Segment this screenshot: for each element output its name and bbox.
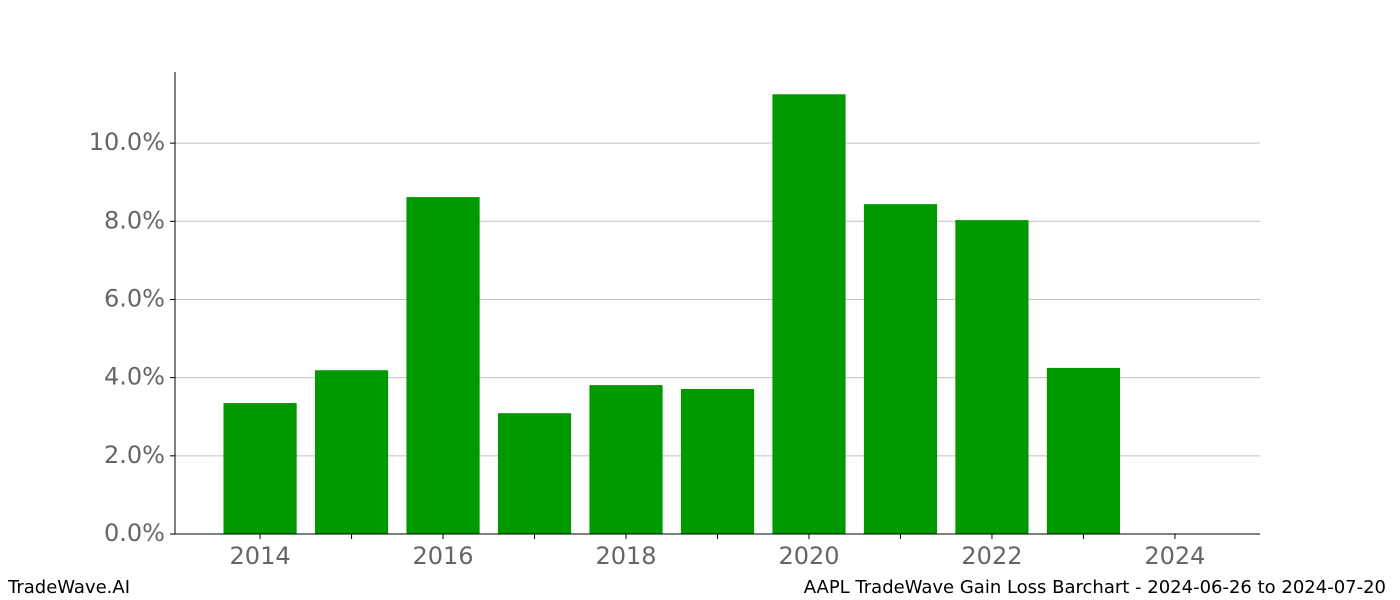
y-tick-label: 10.0% — [89, 128, 165, 156]
x-tick-label: 2024 — [1144, 542, 1205, 570]
x-tick-label: 2022 — [961, 542, 1022, 570]
y-tick-label: 2.0% — [104, 441, 165, 469]
bar — [1046, 367, 1121, 534]
bar — [497, 413, 572, 534]
y-tick-label: 6.0% — [104, 284, 165, 312]
bar — [406, 197, 480, 534]
bar — [680, 388, 755, 534]
x-tick-label: 2018 — [595, 542, 656, 570]
y-tick-label: 0.0% — [104, 519, 165, 547]
bar — [863, 204, 938, 534]
bar — [955, 220, 1029, 534]
bar — [223, 403, 297, 534]
chart-title: AAPL TradeWave Gain Loss Barchart - 2024… — [804, 577, 1386, 598]
x-tick-label: 2014 — [230, 542, 291, 570]
bar — [772, 94, 846, 535]
y-tick-label: 4.0% — [104, 363, 165, 391]
brand: TradeWave.AI — [7, 577, 130, 598]
x-tick-label: 2016 — [413, 542, 474, 570]
y-tick-label: 8.0% — [104, 206, 165, 234]
x-tick-label: 2020 — [778, 542, 839, 570]
bar — [589, 385, 663, 534]
bar — [314, 370, 389, 534]
